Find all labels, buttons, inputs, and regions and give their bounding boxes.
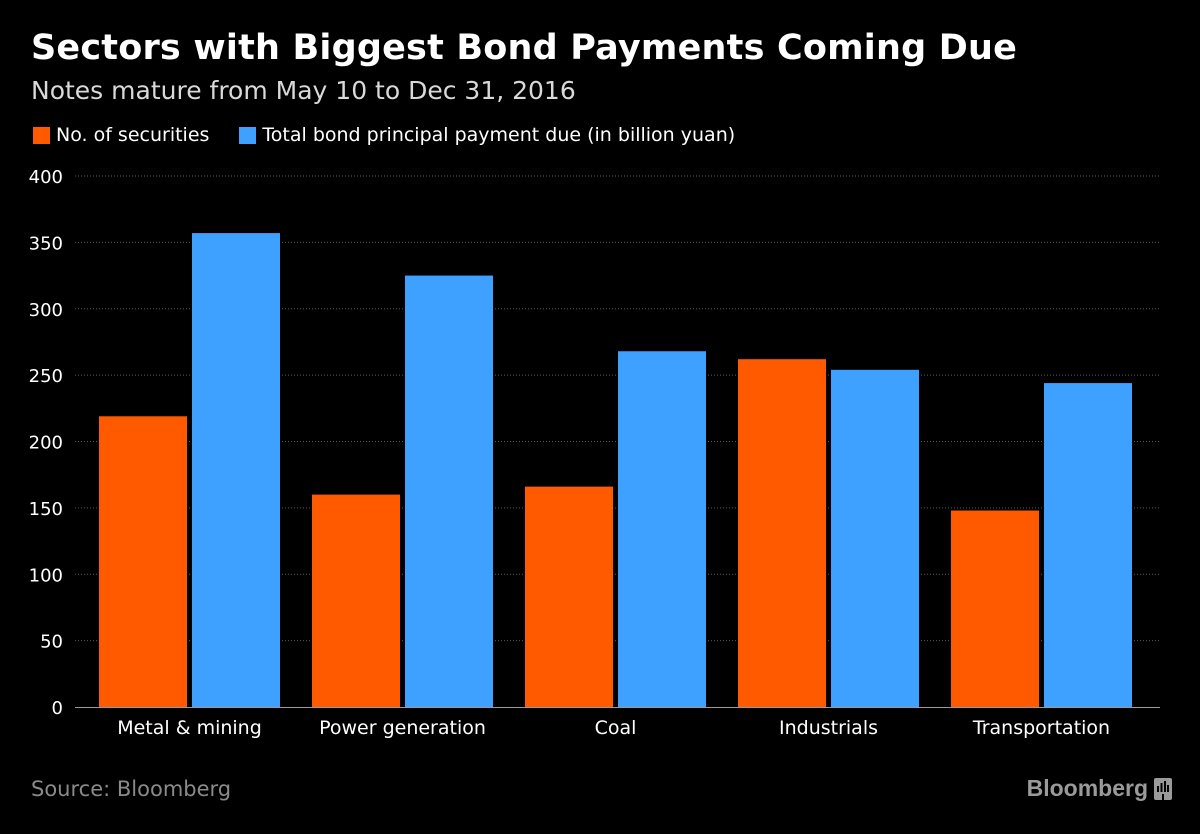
y-tick-label: 400 (29, 167, 63, 188)
legend-swatch-orange (33, 126, 50, 144)
bar-securities (312, 494, 400, 707)
y-tick-label: 250 (29, 366, 63, 387)
y-tick-label: 300 (29, 300, 63, 321)
chart-title: Sectors with Biggest Bond Payments Comin… (31, 28, 1018, 68)
x-axis-labels: Metal & mining Power generation Coal Indust… (117, 717, 1110, 739)
bar-securities (738, 359, 826, 707)
bar-principal (618, 351, 706, 707)
bar-principal (1044, 383, 1132, 707)
y-axis-ticks: 0 50 100 150 200 250 300 350 400 (29, 167, 63, 719)
x-tick-label: Metal & mining (117, 717, 262, 739)
legend-item-principal: Total bond principal payment due (in bil… (239, 124, 735, 146)
brand-logo: Bloomberg (1027, 775, 1172, 802)
y-tick-label: 350 (29, 233, 63, 254)
bar-securities (951, 510, 1039, 707)
x-tick-label: Coal (595, 717, 637, 739)
y-tick-label: 100 (29, 565, 63, 586)
bloomberg-mark-icon (1154, 777, 1172, 800)
source-note: Source: Bloomberg (31, 777, 232, 801)
y-tick-label: 150 (29, 499, 63, 520)
legend-swatch-blue (239, 126, 257, 144)
y-tick-label: 200 (29, 433, 63, 454)
bar-principal (831, 369, 919, 707)
bars (99, 233, 1132, 707)
bar-securities (99, 416, 187, 707)
bar-securities (525, 486, 613, 707)
legend-label-securities: No. of securities (56, 124, 210, 146)
bar-principal (192, 233, 280, 707)
legend-label-principal: Total bond principal payment due (in bil… (262, 124, 736, 146)
chart-subtitle: Notes mature from May 10 to Dec 31, 2016 (31, 76, 576, 105)
x-tick-label: Industrials (779, 717, 878, 739)
x-tick-label: Power generation (319, 717, 486, 739)
legend-item-securities: No. of securities (33, 124, 209, 146)
y-tick-label: 50 (40, 632, 63, 653)
legend: No. of securities Total bond principal p… (33, 124, 765, 146)
y-tick-label: 0 (52, 698, 63, 719)
brand-wordmark: Bloomberg (1026, 775, 1148, 801)
x-tick-label: Transportation (972, 717, 1110, 739)
bar-principal (405, 275, 493, 707)
